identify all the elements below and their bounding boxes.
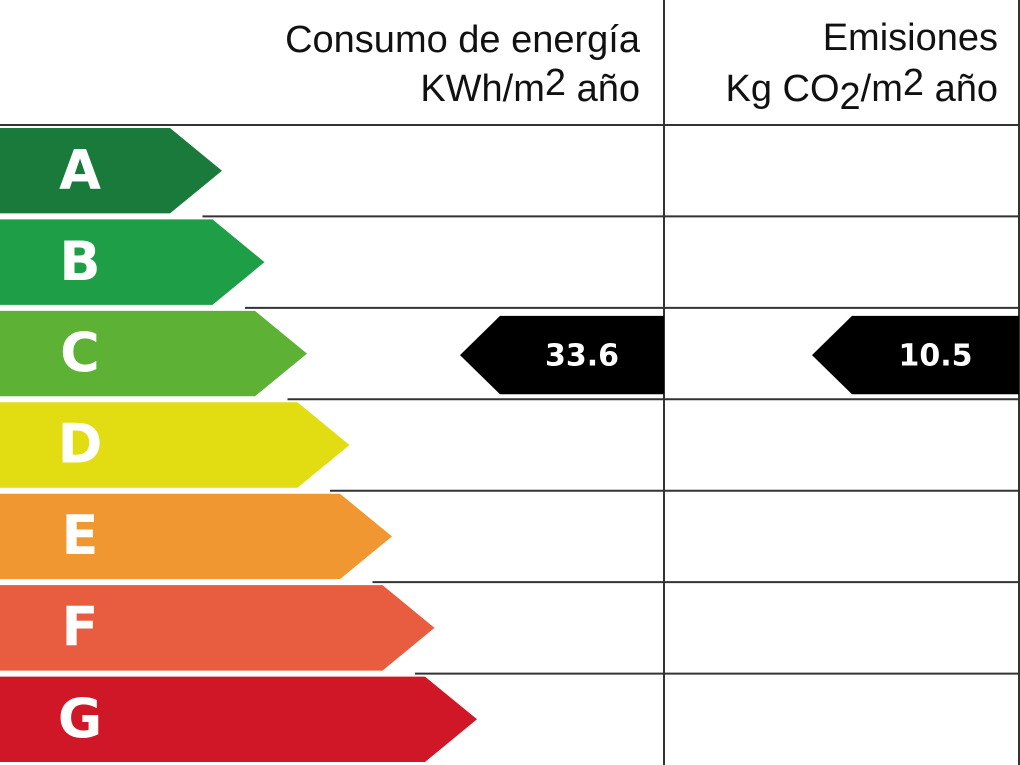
unit-part: KWh/m: [420, 68, 545, 110]
unit-sup: 2: [903, 62, 924, 104]
emissions-unit: Kg CO2/m2 año: [725, 62, 998, 118]
consumption-unit: KWh/m2 año: [420, 62, 640, 110]
emissions-indicator: [812, 315, 1019, 395]
class-letter: F: [62, 595, 99, 658]
class-arrow: [0, 128, 222, 214]
class-letter: A: [59, 138, 101, 201]
class-letter: D: [58, 413, 103, 476]
emissions-value: 10.5: [898, 339, 972, 374]
unit-part: Kg CO: [725, 68, 839, 110]
class-letter: G: [58, 687, 102, 750]
unit-part: año: [924, 68, 998, 110]
unit-sub: 2: [840, 76, 861, 118]
unit-sup: 2: [545, 62, 566, 104]
class-arrow: [0, 219, 265, 305]
unit-part: año: [566, 68, 640, 110]
class-arrow: [0, 310, 307, 397]
emissions-title: Emisiones: [823, 17, 998, 59]
unit-part: /m: [861, 68, 903, 110]
class-letter: E: [62, 504, 99, 567]
class-letter: C: [60, 321, 100, 384]
class-letter: B: [59, 230, 100, 293]
class-arrow: [0, 676, 477, 762]
class-arrow: [0, 585, 435, 671]
class-arrow: [0, 402, 350, 488]
consumption-title: Consumo de energía: [285, 19, 641, 61]
consumption-indicator: [460, 315, 664, 395]
class-arrow: [0, 493, 392, 580]
consumption-value: 33.6: [545, 339, 619, 374]
